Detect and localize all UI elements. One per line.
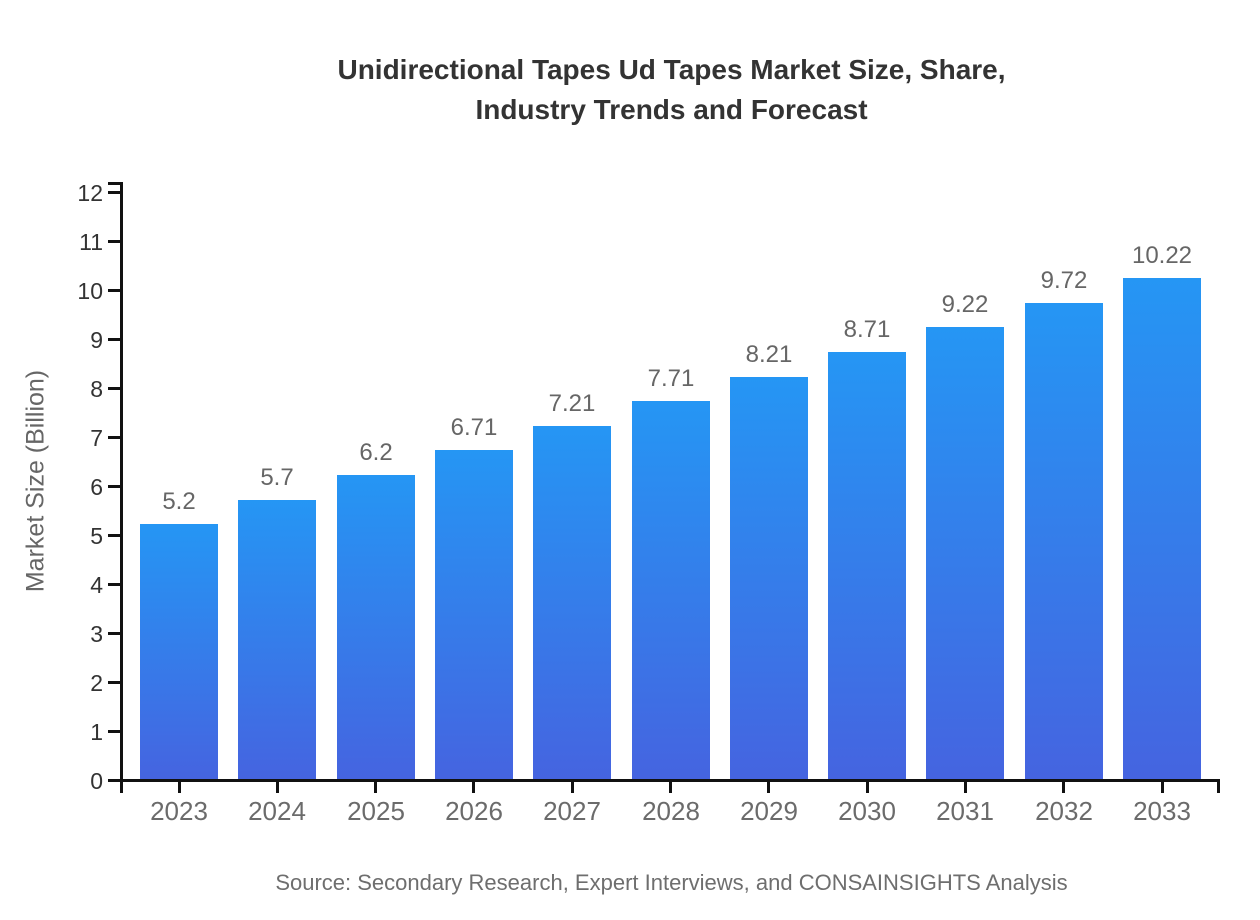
- x-tick-mark: [866, 780, 869, 793]
- y-tick-mark: [108, 191, 120, 194]
- bar-2032: [1025, 303, 1103, 779]
- y-tick-mark: [108, 436, 120, 439]
- source-note: Source: Secondary Research, Expert Inter…: [275, 870, 1068, 895]
- x-tick-mark: [669, 780, 672, 793]
- y-tick-label: 12: [77, 180, 103, 206]
- y-tick-label: 2: [90, 670, 103, 696]
- y-tick-mark: [108, 240, 120, 243]
- bar-value-label: 7.71: [647, 365, 695, 392]
- bar-value-label: 6.71: [450, 414, 498, 441]
- y-tick-mark: [108, 289, 120, 292]
- bar-value-label: 7.21: [548, 390, 596, 417]
- y-tick-mark: [108, 338, 120, 341]
- x-tick-label: 2030: [838, 796, 896, 826]
- bar-2023: [140, 524, 218, 779]
- chart-title-line2: Industry Trends and Forecast: [475, 94, 868, 125]
- y-tick-mark: [108, 387, 120, 390]
- y-tick-label: 6: [90, 474, 103, 500]
- y-tick-mark: [108, 730, 120, 733]
- bar-2026: [435, 450, 513, 779]
- bar-2030: [828, 352, 906, 779]
- x-tick-label: 2033: [1133, 796, 1191, 826]
- x-tick-label: 2032: [1035, 796, 1093, 826]
- x-tick-label: 2023: [150, 796, 208, 826]
- y-tick-mark: [108, 779, 120, 782]
- plot-area: 0 1 2 3 4 5 6 7 8 9 10 11 12 5.2 2023 5.7 2024 6.2 2025 6.7…: [77, 180, 1220, 826]
- bar-2024: [238, 500, 316, 779]
- x-tick-mark: [964, 780, 967, 793]
- y-tick-label: 10: [77, 278, 103, 304]
- chart-title-line1: Unidirectional Tapes Ud Tapes Market Siz…: [337, 54, 1006, 85]
- y-tick-label: 9: [90, 327, 103, 353]
- x-tick-label: 2024: [248, 796, 306, 826]
- y-axis-line: [120, 182, 123, 793]
- y-axis-end-cap: [108, 182, 120, 185]
- x-tick-mark: [571, 780, 574, 793]
- y-tick-label: 0: [90, 768, 103, 794]
- bar-value-label: 8.21: [745, 341, 793, 368]
- chart-title: Unidirectional Tapes Ud Tapes Market Siz…: [123, 50, 1220, 130]
- x-tick-mark: [472, 780, 475, 793]
- y-tick-mark: [108, 583, 120, 586]
- x-tick-mark: [178, 780, 181, 793]
- y-tick-label: 3: [90, 621, 103, 647]
- x-tick-mark: [1161, 780, 1164, 793]
- y-tick-mark: [108, 485, 120, 488]
- bar-value-label: 6.2: [359, 439, 393, 466]
- bar-value-label: 5.2: [162, 488, 196, 515]
- y-tick-label: 11: [79, 229, 103, 255]
- bar-2027: [533, 426, 611, 779]
- bar-2031: [926, 327, 1004, 779]
- x-tick-label: 2031: [936, 796, 994, 826]
- x-tick-label: 2027: [543, 796, 601, 826]
- y-tick-label: 5: [90, 523, 103, 549]
- bar-value-label: 9.72: [1040, 267, 1088, 294]
- x-tick-mark: [374, 780, 377, 793]
- y-tick-label: 7: [90, 425, 103, 451]
- bar-value-label: 5.7: [260, 464, 294, 491]
- x-tick-mark: [767, 780, 770, 793]
- y-tick-label: 4: [90, 572, 103, 598]
- y-tick-label: 1: [90, 719, 103, 745]
- x-tick-label: 2028: [642, 796, 700, 826]
- x-tick-label: 2026: [445, 796, 503, 826]
- x-tick-mark: [1062, 780, 1065, 793]
- y-tick-mark: [108, 534, 120, 537]
- x-tick-label: 2029: [740, 796, 798, 826]
- bar-value-label: 10.22: [1131, 242, 1193, 269]
- x-axis-end-cap: [1217, 780, 1220, 793]
- bar-2033: [1123, 278, 1201, 779]
- bar-2028: [632, 401, 710, 779]
- bar-2025: [337, 475, 415, 779]
- x-tick-mark: [276, 780, 279, 793]
- bar-value-label: 8.71: [843, 316, 891, 343]
- bar-2029: [730, 377, 808, 779]
- bar-value-label: 9.22: [941, 291, 989, 318]
- y-tick-mark: [108, 632, 120, 635]
- y-tick-mark: [108, 681, 120, 684]
- x-tick-label: 2025: [347, 796, 405, 826]
- y-tick-label: 8: [90, 376, 103, 402]
